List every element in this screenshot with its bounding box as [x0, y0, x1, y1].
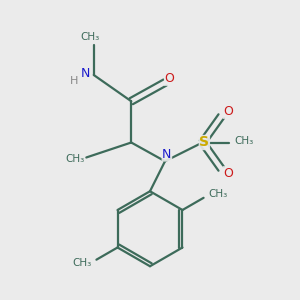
Text: CH₃: CH₃: [65, 154, 85, 164]
Text: CH₃: CH₃: [80, 32, 100, 43]
Text: N: N: [162, 148, 172, 161]
Text: CH₃: CH₃: [73, 258, 92, 268]
Text: N: N: [81, 67, 90, 80]
Text: H: H: [70, 76, 78, 85]
Text: O: O: [223, 105, 233, 118]
Text: CH₃: CH₃: [234, 136, 254, 146]
Text: O: O: [223, 167, 233, 180]
Text: O: O: [165, 72, 174, 85]
Text: S: S: [200, 136, 209, 149]
Text: CH₃: CH₃: [208, 189, 227, 199]
